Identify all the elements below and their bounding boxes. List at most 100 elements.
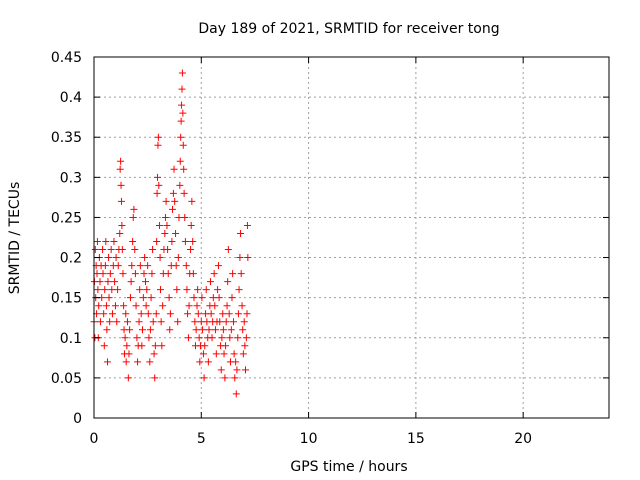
data-point <box>222 342 230 350</box>
data-point <box>144 310 152 318</box>
data-point <box>146 326 154 334</box>
x-tick-label: 5 <box>197 431 206 447</box>
data-point <box>194 286 202 294</box>
data-point <box>117 181 125 189</box>
data-point <box>224 246 232 254</box>
data-point <box>123 342 131 350</box>
data-point <box>200 374 208 382</box>
data-point <box>172 229 180 237</box>
data-point <box>165 294 173 302</box>
data-point <box>169 205 177 213</box>
data-point <box>233 366 241 374</box>
y-axis-label: SRMTID / TECUs <box>7 182 23 295</box>
data-point <box>237 229 245 237</box>
y-tick-label: 0.4 <box>60 90 82 106</box>
data-point <box>136 286 144 294</box>
data-point <box>219 326 227 334</box>
data-point <box>157 286 165 294</box>
x-tick-label: 0 <box>90 431 99 447</box>
data-point <box>140 270 148 278</box>
data-point <box>232 390 240 398</box>
data-point <box>237 270 245 278</box>
data-point <box>174 318 182 326</box>
data-point <box>229 318 237 326</box>
data-point <box>228 294 236 302</box>
data-point <box>239 326 247 334</box>
data-point <box>188 197 196 205</box>
data-point <box>178 85 186 93</box>
data-point <box>139 294 147 302</box>
data-point <box>217 366 225 374</box>
data-point <box>106 270 114 278</box>
data-point <box>106 318 114 326</box>
data-point <box>133 334 141 342</box>
data-point <box>157 318 165 326</box>
x-axis-label: GPS time / hours <box>290 459 407 475</box>
data-point <box>232 358 240 366</box>
data-point <box>116 165 124 173</box>
data-point <box>111 278 119 286</box>
data-point <box>154 141 162 149</box>
y-tick-label: 0.1 <box>60 331 82 347</box>
data-point <box>199 350 207 358</box>
data-point <box>114 262 122 270</box>
data-point <box>105 294 113 302</box>
data-point <box>171 197 179 205</box>
data-point <box>199 326 207 334</box>
data-point <box>212 350 220 358</box>
data-point <box>129 238 137 246</box>
data-point <box>125 350 133 358</box>
data-point <box>243 310 251 318</box>
data-point <box>178 69 186 77</box>
data-point <box>166 326 174 334</box>
data-point <box>155 181 163 189</box>
data-point <box>113 318 121 326</box>
data-points <box>90 69 252 398</box>
data-point <box>225 310 233 318</box>
data-point <box>226 334 234 342</box>
data-point <box>130 205 138 213</box>
data-point <box>137 310 145 318</box>
data-point <box>129 213 137 221</box>
data-point <box>126 326 134 334</box>
data-point <box>218 334 226 342</box>
data-point <box>168 238 176 246</box>
data-point <box>134 358 142 366</box>
data-point <box>147 294 155 302</box>
data-point <box>204 358 212 366</box>
data-point <box>99 246 107 254</box>
data-point <box>181 213 189 221</box>
data-point <box>224 278 232 286</box>
data-point <box>144 262 152 270</box>
data-point <box>192 326 200 334</box>
data-point <box>176 157 184 165</box>
data-point <box>123 318 131 326</box>
data-point <box>202 286 210 294</box>
data-point <box>117 157 125 165</box>
data-point <box>164 246 172 254</box>
y-tick-label: 0 <box>73 411 82 427</box>
data-point <box>241 366 249 374</box>
data-point <box>221 374 229 382</box>
data-point <box>163 221 171 229</box>
data-point <box>211 326 219 334</box>
data-point <box>201 342 209 350</box>
data-point <box>93 238 101 246</box>
data-point <box>138 342 146 350</box>
data-point <box>195 334 203 342</box>
x-tick-label: 10 <box>300 431 318 447</box>
data-point <box>143 286 151 294</box>
data-point <box>142 302 150 310</box>
y-tick-label: 0.05 <box>51 371 82 387</box>
data-point <box>99 270 107 278</box>
x-tick-label: 20 <box>514 431 532 447</box>
data-point <box>211 302 219 310</box>
data-point <box>111 302 119 310</box>
data-point <box>158 342 166 350</box>
data-point <box>101 262 109 270</box>
data-point <box>118 246 126 254</box>
grid-lines <box>94 57 609 418</box>
data-point <box>136 262 144 270</box>
data-point <box>180 189 188 197</box>
data-point <box>100 310 108 318</box>
